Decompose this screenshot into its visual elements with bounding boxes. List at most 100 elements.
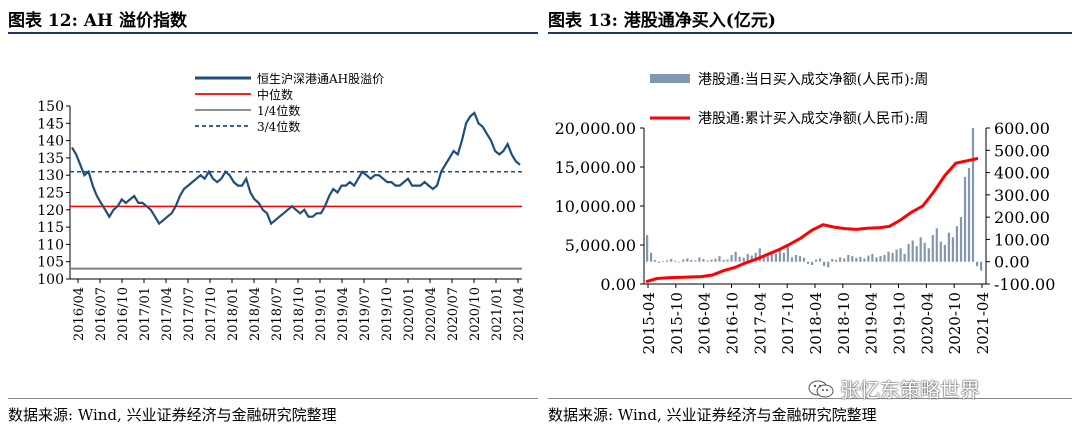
net-buy-bar xyxy=(967,168,971,262)
net-buy-bar xyxy=(807,261,810,264)
net-buy-bar xyxy=(754,252,757,262)
net-buy-bar xyxy=(911,240,914,262)
net-buy-bar xyxy=(682,259,685,262)
net-buy-bar xyxy=(819,258,822,262)
x-tick-label: 2019-10 xyxy=(891,292,909,354)
x-tick-label: 2018-10 xyxy=(835,292,853,354)
right-y-tick-label: 400.00 xyxy=(994,164,1050,183)
x-tick-label: 2018/07 xyxy=(270,287,285,341)
net-buy-bar xyxy=(843,258,846,262)
y-tick-label: 135 xyxy=(37,151,64,167)
y-tick-label: 140 xyxy=(37,134,64,150)
net-buy-bar xyxy=(931,235,934,262)
net-buy-bar xyxy=(907,243,910,262)
net-buy-bar xyxy=(686,258,689,262)
net-buy-bar xyxy=(734,251,737,262)
net-buy-bar xyxy=(702,259,705,262)
x-tick-label: 2020/04 xyxy=(424,287,439,341)
net-buy-bar xyxy=(863,258,866,262)
net-buy-bar xyxy=(662,261,665,262)
x-tick-label: 2020/07 xyxy=(446,287,461,341)
net-buy-bar xyxy=(980,261,983,271)
x-tick-label: 2017/04 xyxy=(160,287,175,341)
net-buy-bar xyxy=(650,252,653,262)
net-buy-bar xyxy=(678,261,681,263)
legend-bar-label: 港股通:当日买入成交净额(人民币):周 xyxy=(698,71,928,88)
net-buy-bar xyxy=(654,259,657,262)
left-panel-title: 图表 12: AH 溢价指数 xyxy=(8,11,187,31)
net-buy-bar xyxy=(887,251,890,262)
net-buy-bar xyxy=(790,257,794,262)
net-buy-bar xyxy=(903,253,906,262)
net-buy-bar xyxy=(758,248,761,262)
net-buy-bar xyxy=(794,255,798,262)
x-tick-label: 2017/07 xyxy=(182,287,197,341)
x-tick-label: 2018/10 xyxy=(292,287,307,341)
x-tick-label: 2016-10 xyxy=(724,292,742,354)
right-source-note: 数据来源: Wind, 兴业证券经济与金融研究院整理 xyxy=(548,406,877,424)
wechat-icon xyxy=(808,380,834,397)
net-buy-bar xyxy=(746,253,749,262)
x-tick-label: 2019/10 xyxy=(380,287,395,341)
net-buy-bar xyxy=(883,255,886,262)
x-tick-label: 2016-04 xyxy=(696,292,714,354)
x-tick-label: 2017-10 xyxy=(779,292,797,354)
y-tick-label: 100 xyxy=(37,272,64,288)
y-tick-label: 130 xyxy=(37,168,64,184)
net-buy-bar xyxy=(871,253,874,262)
cumulative-net-buy-line xyxy=(645,156,979,284)
net-buy-bar xyxy=(722,259,725,262)
net-buy-bar xyxy=(895,249,898,262)
net-buy-bar xyxy=(943,245,946,262)
net-buy-bar xyxy=(798,256,802,262)
net-buy-bar xyxy=(738,256,741,262)
net-buy-bar xyxy=(971,128,975,262)
net-buy-bar xyxy=(726,259,729,262)
right-y-tick-label: -100.00 xyxy=(994,275,1055,294)
net-buy-bar xyxy=(706,260,709,262)
x-tick-label: 2016/10 xyxy=(116,287,131,341)
net-buy-bar xyxy=(879,256,882,262)
x-tick-label: 2017-04 xyxy=(751,292,769,354)
x-tick-label: 2018/04 xyxy=(248,287,263,341)
net-buy-bar xyxy=(959,217,963,262)
net-buy-bar xyxy=(670,259,673,262)
net-buy-bar xyxy=(710,259,713,262)
net-buy-bar xyxy=(730,255,733,262)
y-tick-label: 120 xyxy=(37,203,64,219)
left-title-rule xyxy=(8,32,538,34)
net-buy-bar xyxy=(778,249,781,262)
legend-label: 3/4位数 xyxy=(257,119,300,134)
y-tick-label: 125 xyxy=(37,186,64,202)
net-buy-bar xyxy=(646,235,649,262)
x-tick-label: 2020/01 xyxy=(402,287,417,341)
net-buy-bar xyxy=(811,261,814,265)
net-buy-bar xyxy=(976,261,979,267)
x-tick-label: 2019/01 xyxy=(314,287,329,341)
x-tick-label: 2016/07 xyxy=(94,287,109,341)
net-buy-bar xyxy=(762,255,765,262)
left-y-tick-label: 0.00 xyxy=(600,275,636,294)
right-y-tick-label: 500.00 xyxy=(994,141,1050,160)
watermark-text: 张忆东策略世界 xyxy=(840,378,980,402)
net-buy-bar xyxy=(770,251,773,262)
x-tick-label: 2019/04 xyxy=(336,287,351,341)
x-tick-label: 2016/04 xyxy=(72,287,87,341)
right-panel-title: 图表 13: 港股通净买入(亿元) xyxy=(548,11,776,31)
net-buy-bar xyxy=(923,242,926,262)
net-buy-bar xyxy=(658,261,661,263)
left-y-tick-label: 15,000.00 xyxy=(555,158,636,177)
net-buy-bar xyxy=(867,255,870,262)
net-buy-bar xyxy=(827,261,830,268)
x-tick-label: 2017/01 xyxy=(138,287,153,341)
watermark: 张忆东策略世界 xyxy=(808,374,980,403)
left-bottom-rule xyxy=(8,398,538,399)
net-buy-bar xyxy=(786,246,789,262)
net-buy-bar xyxy=(915,246,918,262)
legend-line-label: 港股通:累计买入成交净额(人民币):周 xyxy=(698,110,928,127)
net-buy-bar xyxy=(802,257,806,262)
net-buy-bar xyxy=(831,259,834,262)
legend-label: 恒生沪深港通AH股溢价 xyxy=(257,72,384,86)
x-tick-label: 2019/07 xyxy=(358,287,373,341)
net-buy-bar xyxy=(766,256,769,262)
